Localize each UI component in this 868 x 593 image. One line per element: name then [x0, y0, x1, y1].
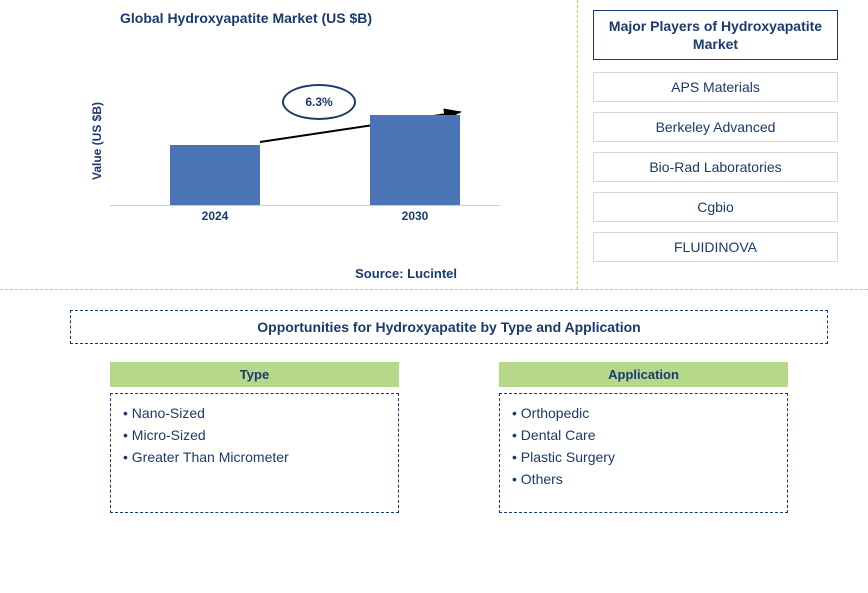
player-item: Cgbio: [593, 192, 838, 222]
chart-title: Global Hydroxyapatite Market (US $B): [120, 10, 557, 26]
x-category-label: 2030: [370, 209, 460, 223]
player-item: FLUIDINOVA: [593, 232, 838, 262]
opportunity-item: Others: [512, 468, 775, 490]
opportunities-section: Opportunities for Hydroxyapatite by Type…: [0, 290, 868, 533]
x-category-label: 2024: [170, 209, 260, 223]
player-item: Bio-Rad Laboratories: [593, 152, 838, 182]
chart-plot: 6.3% 20242030: [110, 56, 500, 206]
major-players-panel: Major Players of Hydroxyapatite Market A…: [578, 0, 868, 289]
opportunity-item: Micro-Sized: [123, 424, 386, 446]
growth-rate-badge: 6.3%: [282, 84, 356, 120]
bar-chart: Value (US $B) 6.3% 20242030: [80, 56, 500, 226]
opportunity-list: Nano-SizedMicro-SizedGreater Than Microm…: [110, 393, 399, 513]
y-axis-label: Value (US $B): [90, 102, 104, 180]
opportunity-list: OrthopedicDental CarePlastic SurgeryOthe…: [499, 393, 788, 513]
chart-area: Global Hydroxyapatite Market (US $B) Val…: [0, 0, 578, 289]
bar: [170, 145, 260, 205]
opportunity-column-header: Application: [499, 362, 788, 387]
opportunity-item: Nano-Sized: [123, 402, 386, 424]
major-players-header: Major Players of Hydroxyapatite Market: [593, 10, 838, 60]
bar: [370, 115, 460, 205]
opportunity-item: Plastic Surgery: [512, 446, 775, 468]
player-item: Berkeley Advanced: [593, 112, 838, 142]
player-item: APS Materials: [593, 72, 838, 102]
major-players-list: APS Materials Berkeley Advanced Bio-Rad La…: [593, 72, 838, 262]
opportunity-item: Orthopedic: [512, 402, 775, 424]
opportunity-column: Type Nano-SizedMicro-SizedGreater Than Mi…: [110, 362, 399, 513]
opportunities-header: Opportunities for Hydroxyapatite by Type…: [70, 310, 828, 344]
source-label: Source: Lucintel: [355, 266, 457, 281]
top-section: Global Hydroxyapatite Market (US $B) Val…: [0, 0, 868, 290]
opportunity-column-header: Type: [110, 362, 399, 387]
opportunities-columns: Type Nano-SizedMicro-SizedGreater Than Mi…: [70, 362, 828, 513]
growth-rate-value: 6.3%: [305, 95, 332, 109]
opportunity-item: Greater Than Micrometer: [123, 446, 386, 468]
opportunity-column: Application OrthopedicDental CarePlastic …: [499, 362, 788, 513]
opportunity-item: Dental Care: [512, 424, 775, 446]
